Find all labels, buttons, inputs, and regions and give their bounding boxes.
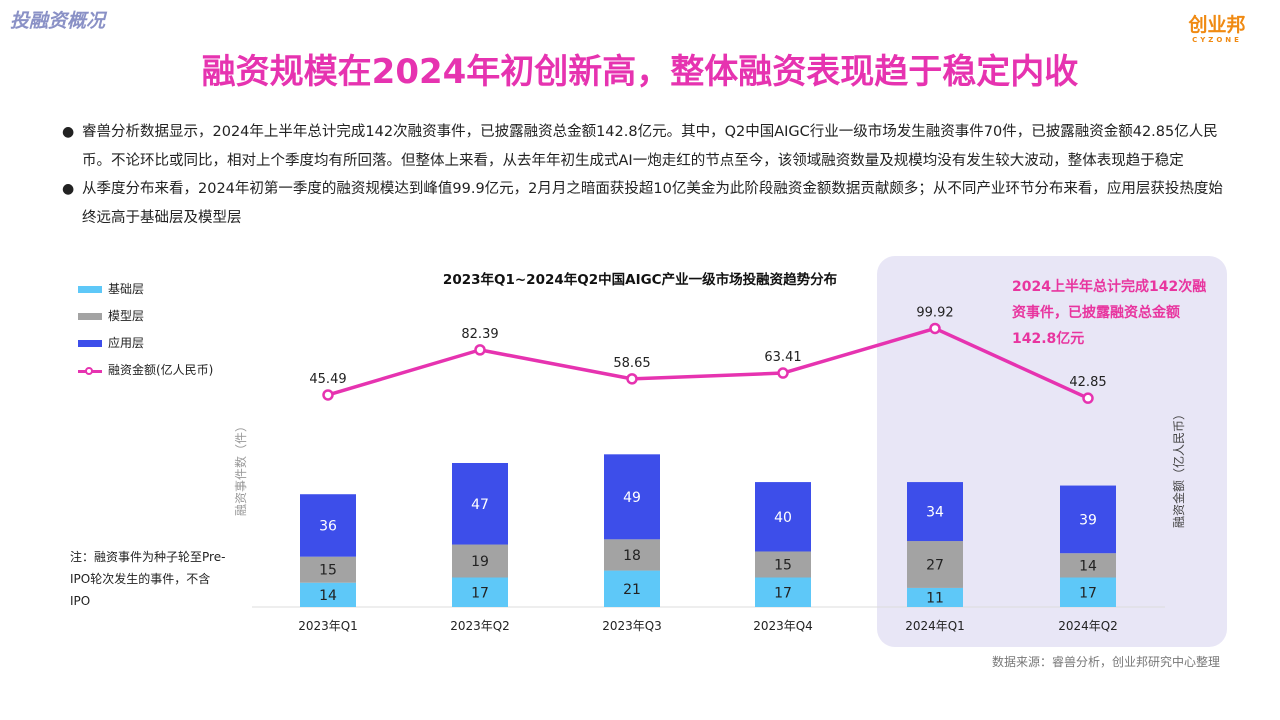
x-tick-label: 2023年Q1 — [298, 619, 358, 633]
bar-value-label: 17 — [1079, 585, 1097, 601]
legend-item-amount-line: 融资金额(亿人民币) — [78, 361, 213, 388]
bar-value-label: 40 — [774, 510, 792, 526]
line-point — [1082, 392, 1094, 404]
y-axis-title-left: 融资事件数（件） — [233, 420, 248, 516]
x-tick-label: 2023年Q4 — [753, 619, 813, 633]
bar-segment — [1060, 553, 1116, 578]
line-value-label: 42.85 — [1069, 375, 1106, 390]
legend-label: 基础层 — [108, 282, 145, 296]
summary-bullet: ● 睿兽分析数据显示，2024年上半年总计完成142次融资事件，已披露融资总金额… — [62, 118, 1224, 175]
line-point — [777, 367, 789, 379]
line-value-label: 58.65 — [613, 356, 650, 371]
bar-segment — [452, 544, 508, 578]
bar-value-label: 17 — [774, 585, 792, 601]
bar-segment — [300, 494, 356, 557]
bar-value-label: 47 — [471, 497, 489, 513]
bar-value-label: 19 — [471, 554, 489, 570]
bar-value-label: 11 — [926, 590, 944, 606]
legend-line-marker — [78, 366, 102, 375]
bar-segment — [755, 577, 811, 607]
data-source: 数据来源：睿兽分析，创业邦研究中心整理 — [991, 655, 1220, 669]
line-point — [626, 373, 638, 385]
x-tick-label: 2024年Q2 — [1058, 619, 1118, 633]
legend-item-model-layer: 模型层 — [78, 307, 213, 334]
line-point — [929, 322, 941, 335]
chart-title: 2023年Q1~2024年Q2中国AIGC产业一级市场投融资趋势分布 — [443, 271, 837, 288]
bar-value-label: 21 — [623, 582, 641, 598]
legend-item-app-layer: 应用层 — [78, 334, 213, 361]
bar-value-label: 14 — [319, 588, 337, 604]
bullet-dot-icon: ● — [62, 124, 75, 140]
logo-text: 创业邦 — [1188, 14, 1246, 36]
bar-segment — [604, 570, 660, 607]
bar-value-label: 27 — [926, 557, 944, 573]
bar-segment — [755, 551, 811, 578]
bar-value-label: 18 — [623, 548, 641, 564]
line-point — [474, 344, 486, 356]
bar-segment — [907, 541, 963, 588]
chart-legend: 基础层 模型层 应用层 融资金额(亿人民币) — [78, 280, 213, 388]
bar-value-label: 15 — [774, 557, 792, 573]
bullet-dot-icon: ● — [62, 181, 75, 197]
legend-label: 模型层 — [108, 309, 145, 323]
bullet-text: 睿兽分析数据显示，2024年上半年总计完成142次融资事件，已披露融资总金额14… — [82, 124, 1218, 169]
summary-section: ● 睿兽分析数据显示，2024年上半年总计完成142次融资事件，已披露融资总金额… — [62, 118, 1224, 232]
legend-swatch — [78, 340, 102, 347]
legend-swatch — [78, 286, 102, 293]
page-title: 融资规模在2024年初创新高，整体融资表现趋于稳定内收 — [201, 52, 1079, 92]
bar-value-label: 49 — [623, 490, 641, 506]
line-value-label: 63.41 — [764, 350, 801, 365]
line-value-label: 45.49 — [309, 372, 346, 387]
legend-label: 应用层 — [108, 336, 145, 350]
brand-logo: 创业邦 CYZONE — [1182, 14, 1252, 44]
line-value-label: 82.39 — [461, 327, 498, 342]
legend-swatch — [78, 313, 102, 320]
bar-segment — [604, 539, 660, 571]
bar-value-label: 17 — [471, 585, 489, 601]
x-tick-label: 2023年Q3 — [602, 619, 662, 633]
x-tick-label: 2023年Q2 — [450, 619, 510, 633]
bar-segment — [1060, 485, 1116, 554]
bar-value-label: 39 — [1079, 512, 1097, 528]
amount-line — [327, 326, 1089, 400]
line-point — [322, 389, 334, 401]
bullet-text: 从季度分布来看，2024年初第一季度的融资规模达到峰值99.9亿元，2月月之暗面… — [82, 181, 1223, 226]
bar-value-label: 15 — [319, 563, 337, 579]
line-value-label: 99.92 — [916, 305, 953, 320]
bar-value-label: 34 — [926, 505, 944, 521]
bar-segment — [907, 482, 963, 542]
y-axis-title-right: 融资金额（亿人民币） — [1171, 408, 1186, 528]
bar-segment — [755, 482, 811, 552]
footnote: 注：融资事件为种子轮至Pre-IPO轮次发生的事件，不含IPO — [70, 550, 226, 608]
bar-segment — [300, 556, 356, 583]
bar-value-label: 36 — [319, 518, 337, 534]
section-tag: 投融资概况 — [10, 10, 106, 32]
bar-segment — [604, 454, 660, 540]
legend-item-base-layer: 基础层 — [78, 280, 213, 307]
bar-segment — [1060, 577, 1116, 607]
legend-label: 融资金额(亿人民币) — [108, 363, 214, 377]
logo-subtext: CYZONE — [1192, 36, 1242, 44]
summary-bullet: ● 从季度分布来看，2024年初第一季度的融资规模达到峰值99.9亿元，2月月之… — [62, 175, 1224, 232]
x-tick-label: 2024年Q1 — [905, 619, 965, 633]
callout-text: 2024上半年总计完成142次融资事件，已披露融资总金额142.8亿元 — [1012, 279, 1207, 347]
bar-segment — [907, 587, 963, 607]
bar-value-label: 14 — [1079, 558, 1097, 574]
bar-segment — [300, 582, 356, 607]
bar-segment — [452, 462, 508, 545]
bar-segment — [452, 577, 508, 607]
